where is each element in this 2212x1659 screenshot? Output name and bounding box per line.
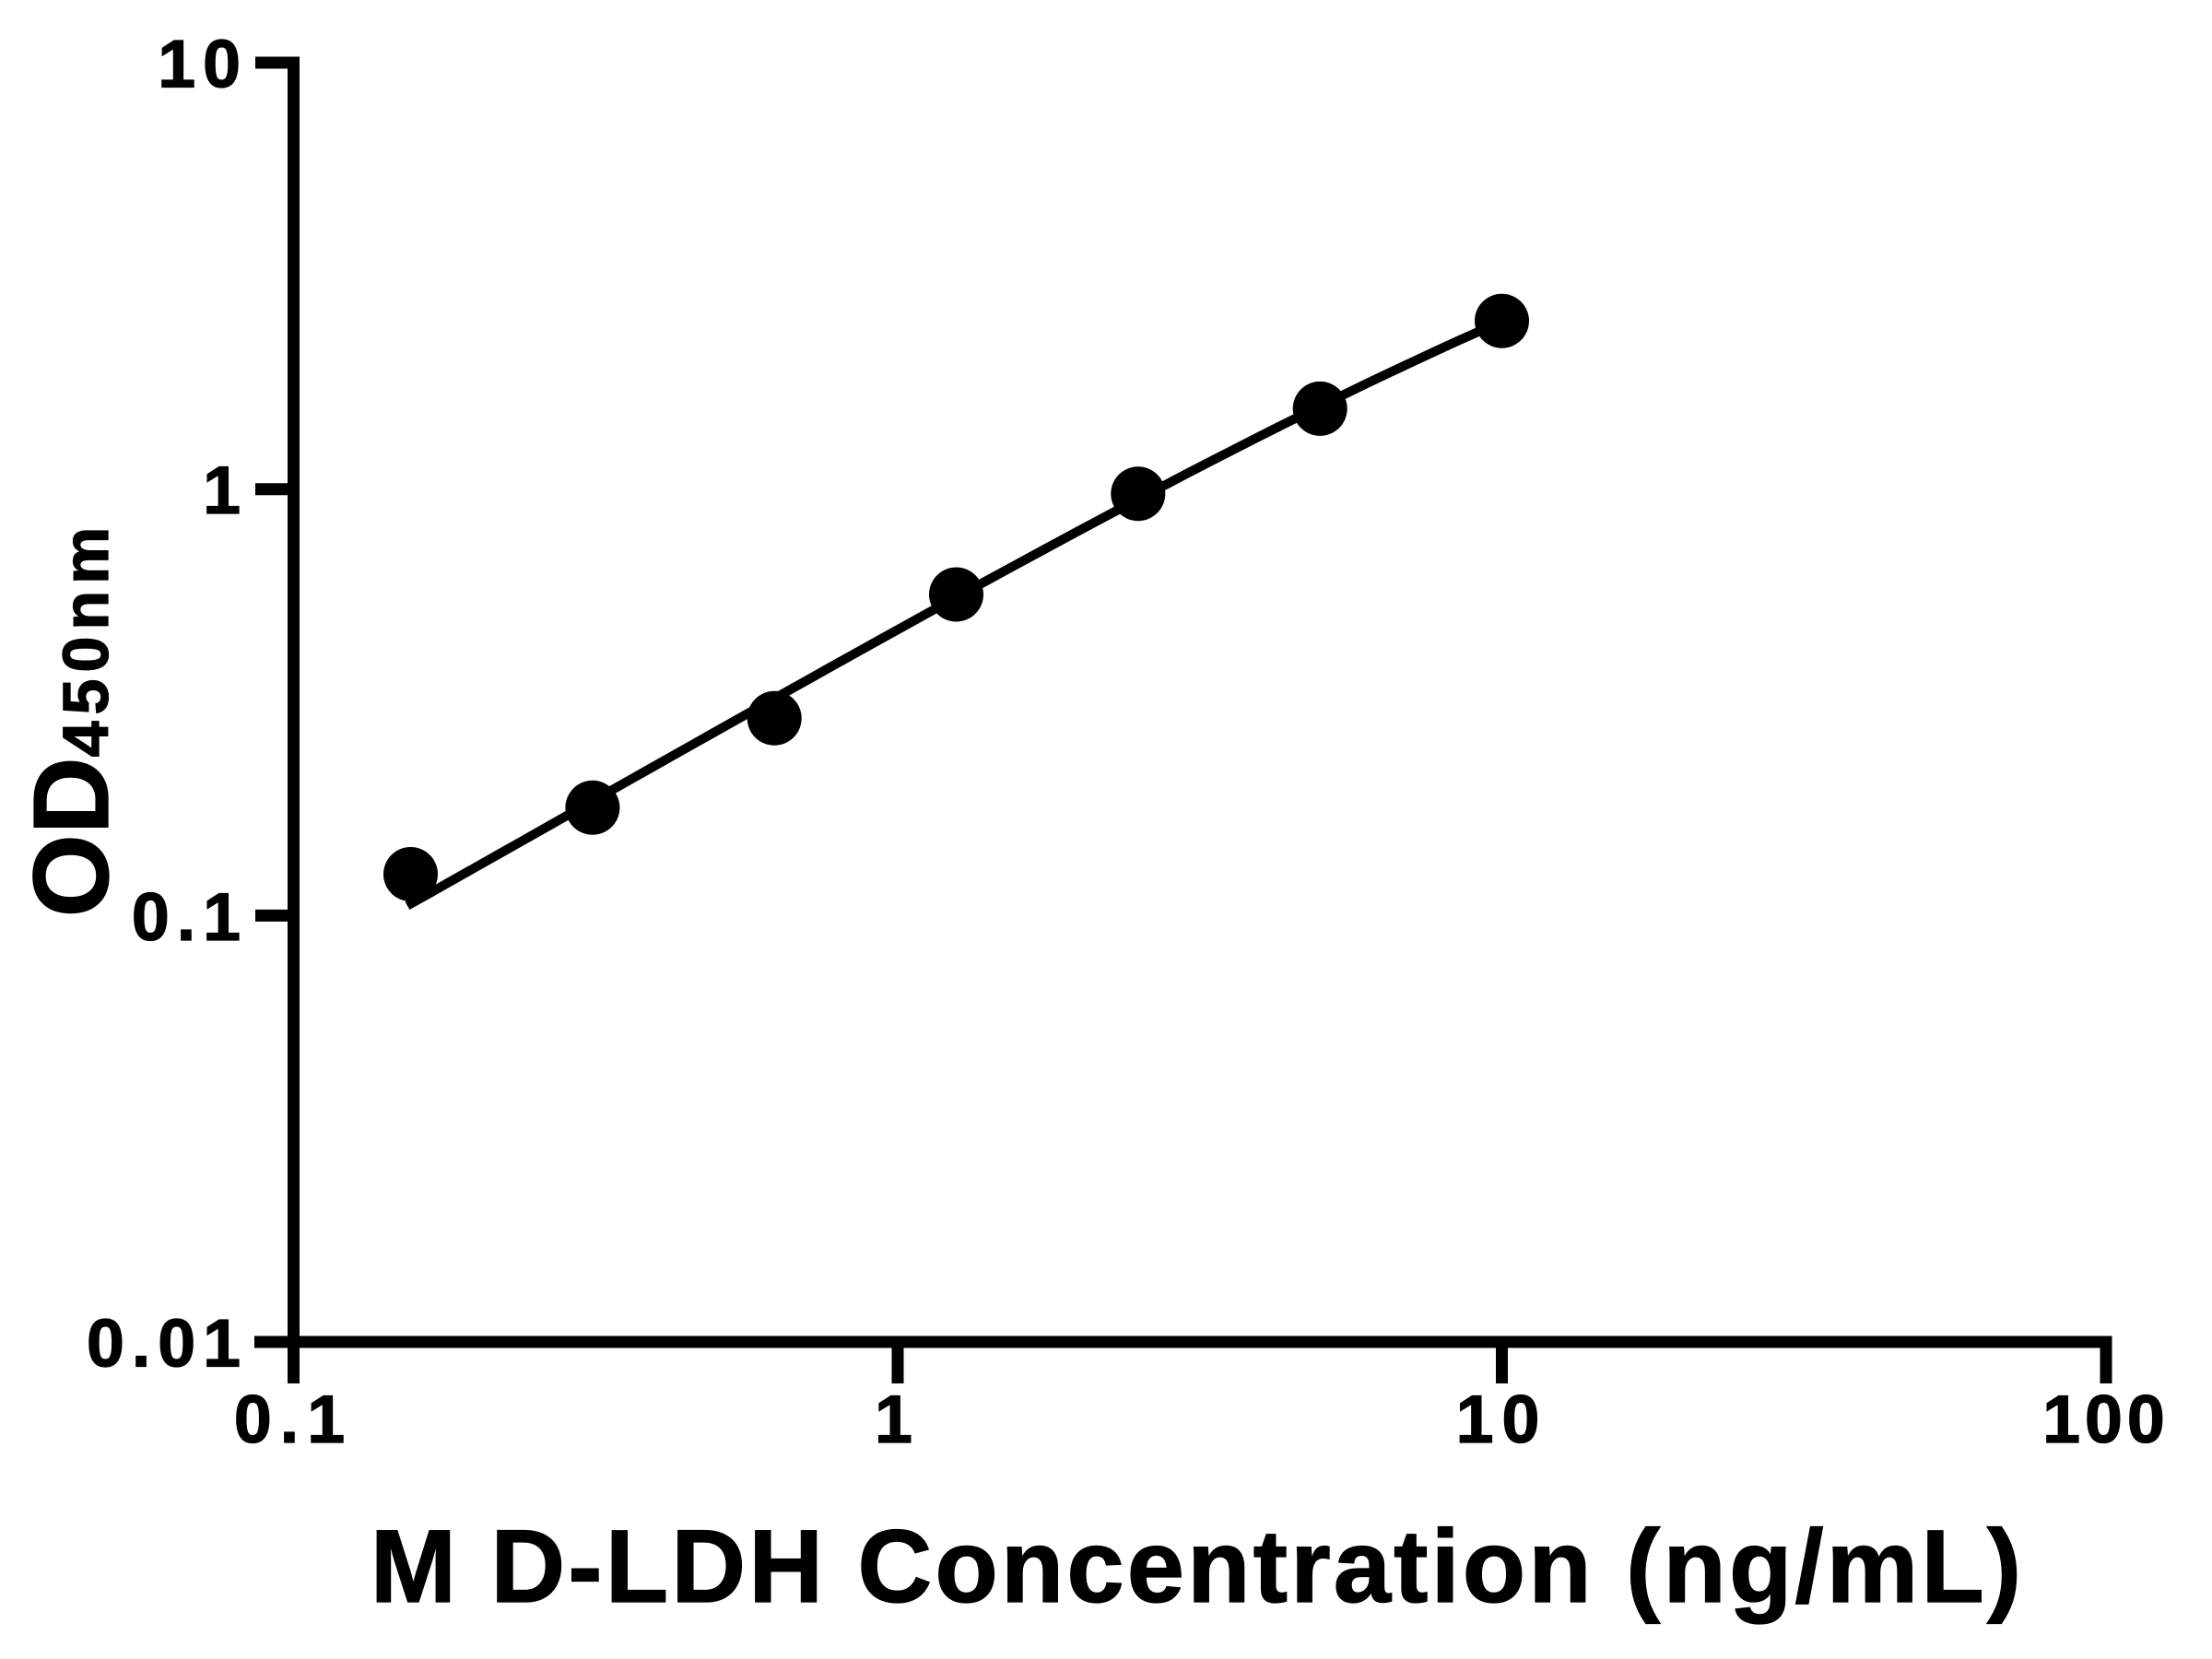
svg-text:10: 10 (158, 26, 248, 102)
svg-text:100: 100 (2042, 1381, 2170, 1457)
svg-text:10: 10 (1456, 1381, 1548, 1457)
svg-text:0.1: 0.1 (234, 1381, 353, 1457)
svg-text:1: 1 (203, 452, 248, 528)
svg-text:0.01: 0.01 (87, 1305, 248, 1382)
svg-text:1: 1 (875, 1381, 921, 1457)
svg-text:0.1: 0.1 (132, 878, 248, 955)
svg-text:M D-LDH Concentration (ng/mL): M D-LDH Concentration (ng/mL) (371, 1509, 2025, 1624)
svg-text:OD450nm: OD450nm (11, 521, 131, 918)
